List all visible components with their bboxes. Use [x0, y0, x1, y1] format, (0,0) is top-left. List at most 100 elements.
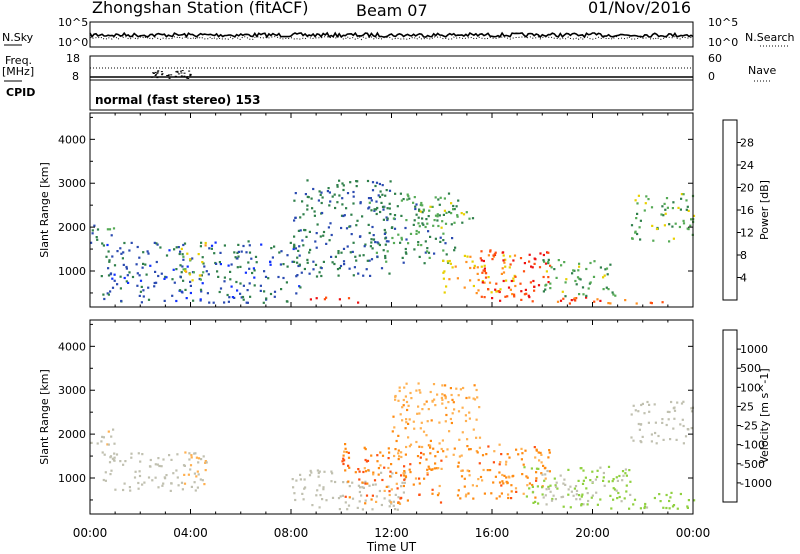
data-cell — [142, 251, 145, 254]
data-cell — [559, 299, 563, 302]
data-cell — [439, 240, 442, 243]
data-cell — [386, 217, 389, 220]
data-cell — [179, 264, 182, 267]
data-cell — [318, 484, 321, 487]
data-cell — [197, 473, 200, 476]
data-cell — [404, 247, 407, 251]
data-cell — [415, 229, 418, 233]
data-cell — [250, 257, 253, 260]
data-cell — [393, 227, 397, 230]
data-cell — [319, 235, 322, 238]
data-cell — [237, 255, 240, 258]
data-cell — [515, 448, 518, 451]
data-cell — [646, 400, 649, 404]
data-cell — [410, 397, 413, 400]
data-cell — [578, 262, 581, 265]
data-cell — [373, 208, 376, 211]
data-cell — [147, 286, 150, 289]
data-cell — [444, 420, 447, 423]
data-cell — [353, 266, 356, 269]
data-cell — [95, 236, 98, 239]
data-cell — [413, 219, 416, 222]
data-cell — [113, 273, 116, 276]
data-cell — [483, 492, 486, 495]
data-cell — [497, 290, 500, 293]
data-cell — [443, 197, 446, 200]
data-cell — [366, 259, 369, 262]
data-cell — [524, 288, 527, 291]
data-cell — [673, 417, 676, 420]
data-cell — [443, 291, 446, 294]
nave-scatter-point — [156, 72, 159, 74]
data-cell — [506, 453, 509, 456]
data-cell — [412, 483, 415, 486]
data-cell — [122, 263, 125, 266]
data-cell — [429, 452, 432, 455]
data-cell — [440, 396, 443, 399]
data-cell — [539, 451, 542, 454]
data-cell — [609, 302, 612, 305]
data-cell — [634, 409, 637, 412]
data-cell — [549, 282, 552, 285]
data-cell — [510, 484, 513, 487]
data-cell — [119, 287, 122, 290]
data-cell — [334, 480, 337, 484]
data-cell — [303, 228, 306, 232]
data-cell — [500, 453, 503, 456]
data-cell — [542, 496, 545, 499]
data-cell — [340, 226, 343, 230]
data-cell — [123, 276, 126, 280]
data-cell — [139, 279, 143, 282]
data-cell — [452, 453, 455, 456]
data-cell — [102, 478, 105, 482]
data-cell — [690, 427, 693, 430]
data-cell — [682, 400, 685, 403]
data-cell — [306, 258, 309, 261]
data-cell — [591, 494, 594, 497]
data-cell — [155, 242, 158, 245]
data-cell — [604, 268, 607, 271]
data-cell — [130, 241, 133, 244]
data-cell — [400, 455, 403, 459]
data-cell — [676, 401, 679, 404]
data-cell — [149, 465, 152, 468]
data-cell — [355, 224, 358, 227]
data-cell — [528, 260, 531, 263]
data-cell — [483, 296, 486, 299]
data-cell — [240, 250, 243, 253]
data-cell — [247, 261, 250, 264]
data-cell — [460, 454, 463, 457]
data-cell — [460, 475, 464, 478]
data-cell — [340, 214, 344, 217]
data-cell — [299, 216, 302, 219]
data-cell — [394, 192, 397, 195]
data-cell — [661, 301, 664, 304]
data-cell — [663, 202, 666, 205]
data-cell — [263, 270, 266, 273]
colorbar-tick-label: 12 — [740, 227, 754, 240]
data-cell — [253, 269, 256, 272]
data-cell — [444, 397, 447, 400]
data-cell — [333, 193, 336, 196]
data-cell — [112, 459, 116, 462]
data-cell — [406, 198, 409, 201]
data-cell — [665, 493, 668, 497]
data-cell — [387, 466, 390, 470]
data-cell — [535, 477, 538, 480]
data-cell — [363, 467, 366, 470]
data-cell — [630, 436, 633, 439]
data-cell — [434, 455, 437, 458]
data-cell — [682, 222, 686, 225]
data-cell — [96, 228, 100, 231]
data-cell — [362, 254, 365, 257]
data-cell — [151, 479, 154, 482]
data-cell — [162, 482, 165, 485]
data-cell — [382, 208, 385, 211]
data-cell — [320, 201, 323, 205]
data-cell — [401, 256, 404, 259]
data-cell — [412, 420, 415, 423]
data-cell — [415, 203, 418, 206]
data-cell — [197, 461, 200, 464]
data-cell — [511, 293, 514, 296]
